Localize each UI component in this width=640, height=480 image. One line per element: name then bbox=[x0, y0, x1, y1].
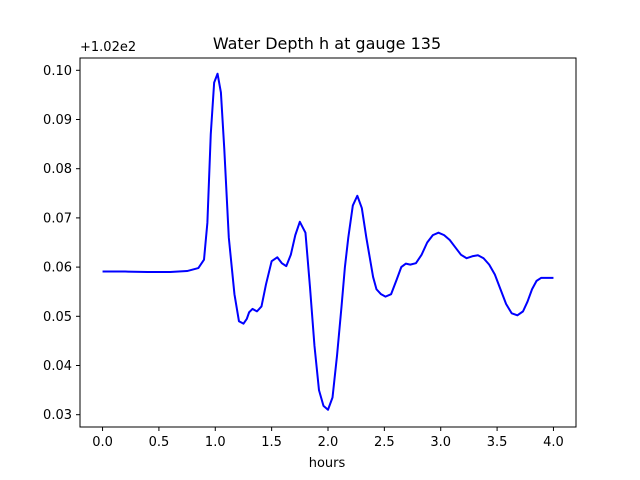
x-tick-label: 4.0 bbox=[543, 435, 564, 450]
x-tick-label: 0.5 bbox=[149, 435, 170, 450]
x-tick-label: 3.5 bbox=[487, 435, 508, 450]
y-tick-label: 0.09 bbox=[43, 113, 72, 128]
y-tick-label: 0.04 bbox=[43, 359, 72, 374]
y-tick-label: 0.03 bbox=[43, 408, 72, 423]
x-axis-label: hours bbox=[309, 456, 346, 471]
x-tick-label: 2.0 bbox=[318, 435, 339, 450]
y-tick-label: 0.08 bbox=[43, 162, 72, 177]
y-tick-label: 0.10 bbox=[43, 64, 72, 79]
plot-area: 0.0 0.5 1.0 1.5 2.0 2.5 3.0 3.5 4.0 0.03 0.04 0.05 0… bbox=[43, 57, 577, 450]
y-tick-label: 0.07 bbox=[43, 211, 72, 226]
chart-title: Water Depth h at gauge 135 bbox=[213, 34, 441, 53]
x-tick-label: 3.0 bbox=[430, 435, 451, 450]
plot-frame bbox=[79, 57, 577, 428]
y-tick-label: 0.05 bbox=[43, 310, 72, 325]
x-tick-label: 1.5 bbox=[261, 435, 282, 450]
y-offset-text: +1.02e2 bbox=[80, 40, 136, 55]
x-tick-label: 2.5 bbox=[374, 435, 395, 450]
y-tick-label: 0.06 bbox=[43, 261, 72, 276]
x-tick-label: 0.0 bbox=[92, 435, 113, 450]
series-line-0 bbox=[102, 72, 554, 411]
x-tick-label: 1.0 bbox=[205, 435, 226, 450]
